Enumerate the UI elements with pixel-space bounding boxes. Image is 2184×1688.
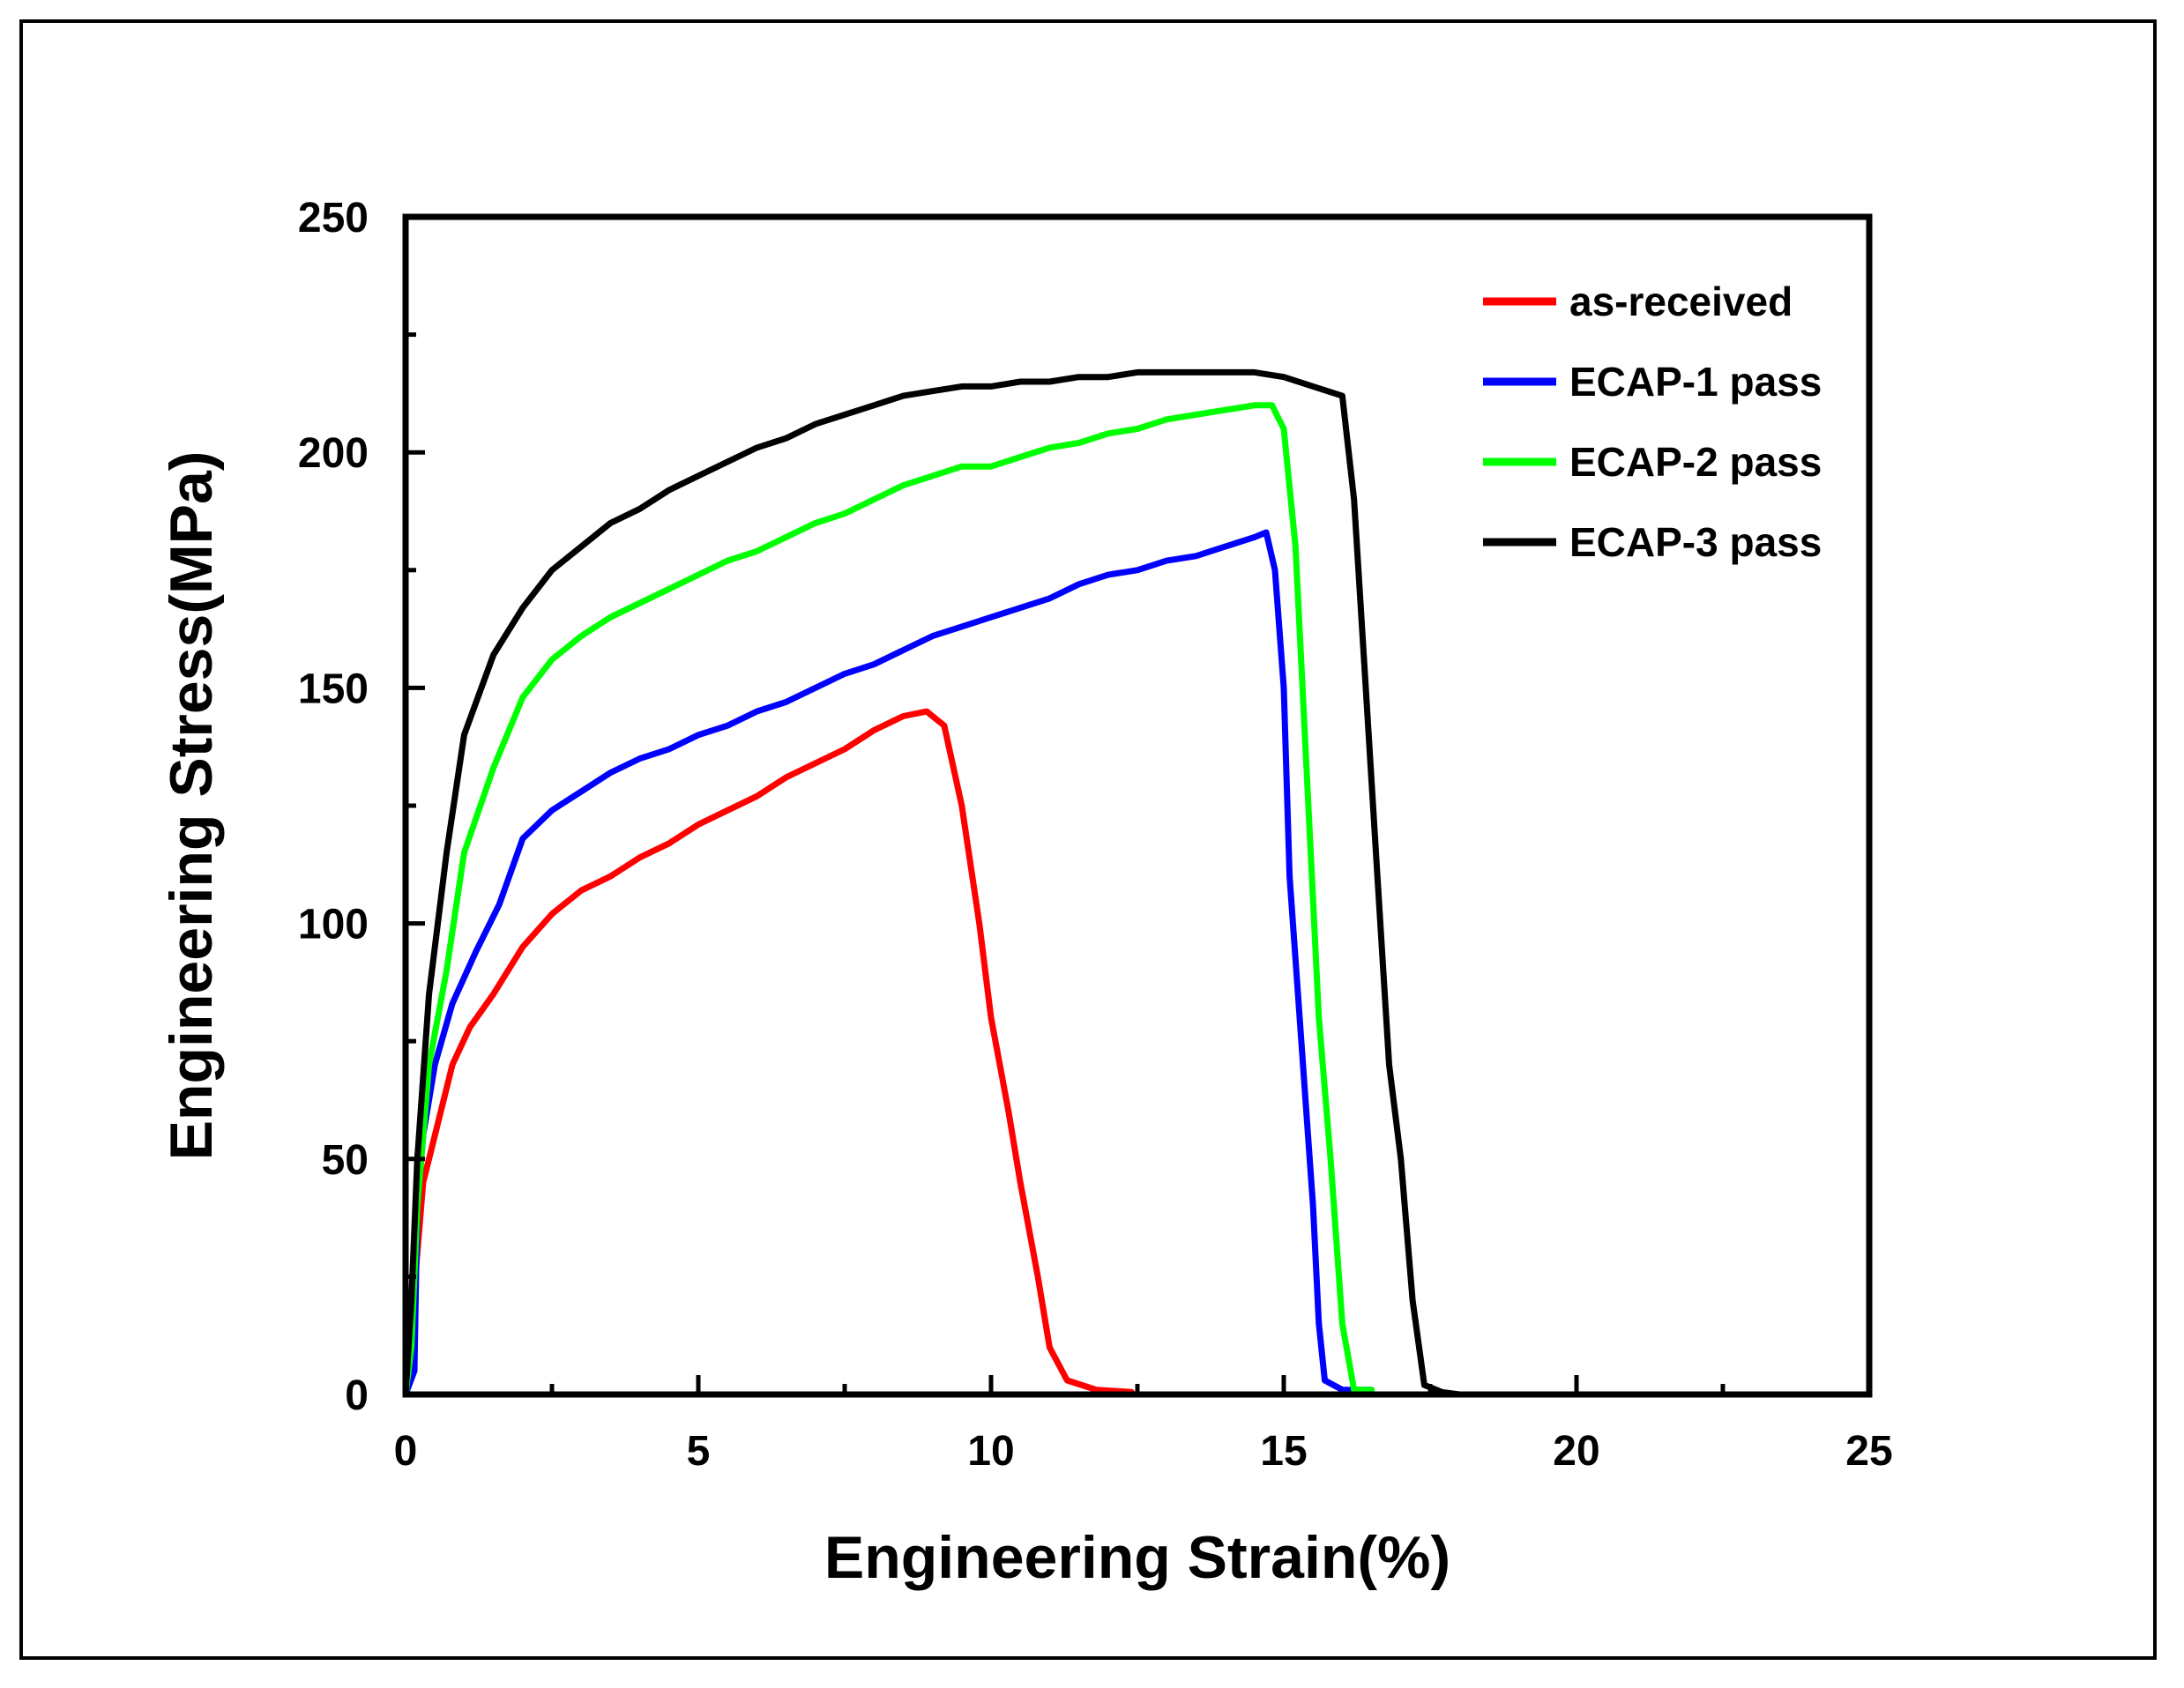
y-tick-label: 0 — [345, 1372, 369, 1419]
x-tick-label: 20 — [1553, 1428, 1599, 1475]
series-line-ecap-2-pass — [406, 402, 1375, 1394]
legend-item: ECAP-3 pass — [1483, 519, 1822, 565]
x-tick-label: 25 — [1845, 1428, 1892, 1475]
legend-label: ECAP-3 pass — [1569, 519, 1822, 565]
y-tick-label: 100 — [298, 902, 369, 948]
x-tick-label: 10 — [967, 1428, 1014, 1475]
series-line-ecap-3-pass — [406, 368, 1463, 1394]
x-tick-label: 15 — [1260, 1428, 1307, 1475]
series-line-as-received — [406, 708, 1135, 1394]
x-tick-label: 0 — [394, 1428, 418, 1475]
y-tick-label: 200 — [298, 430, 369, 477]
y-axis-title: Engineering Stress(MPa) — [158, 451, 225, 1161]
y-tick-label: 150 — [298, 666, 369, 712]
figure-border — [19, 19, 2157, 1660]
legend-item: ECAP-2 pass — [1483, 439, 1822, 485]
x-axis-title: Engineering Strain(%) — [824, 1524, 1450, 1591]
x-tick-label: 5 — [687, 1428, 711, 1475]
y-tick-label: 50 — [322, 1137, 369, 1184]
legend: as-received ECAP-1 pass ECAP-2 pass ECAP-3 … — [1483, 279, 1822, 565]
legend-label: ECAP-2 pass — [1569, 439, 1822, 485]
legend-label: as-received — [1569, 279, 1793, 324]
legend-item: ECAP-1 pass — [1483, 359, 1822, 405]
y-tick-label: 250 — [298, 195, 369, 242]
series-layer — [406, 368, 1463, 1394]
legend-item: as-received — [1483, 279, 1793, 324]
legend-label: ECAP-1 pass — [1569, 359, 1822, 405]
series-line-ecap-1-pass — [406, 529, 1375, 1394]
